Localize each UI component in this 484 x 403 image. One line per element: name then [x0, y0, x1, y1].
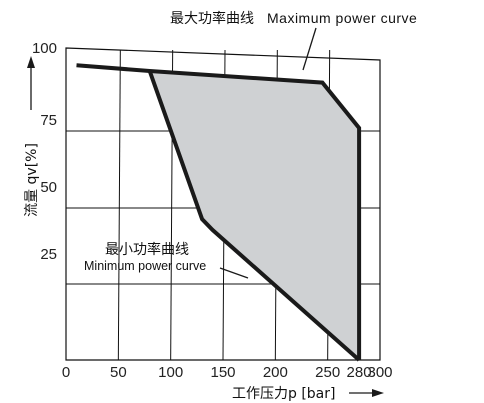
plot-frame: [65, 47, 381, 361]
y-tick-labels: 25 50 75 100: [32, 40, 57, 263]
x-tick-label: 0: [62, 364, 70, 381]
max-power-curve: [76, 63, 362, 360]
min-power-curve: [147, 70, 361, 362]
x-tick-label: 100: [158, 364, 183, 381]
x-axis-arrow-head: [372, 389, 384, 397]
y-axis-label: 流量 qv[%]: [24, 143, 40, 217]
operating-region: [149, 71, 360, 360]
y-axis-arrow-head: [27, 56, 35, 68]
x-tick-label: 150: [210, 364, 235, 381]
min-curve-label-cn: 最小功率曲线: [105, 241, 189, 258]
plot-border: [65, 47, 381, 361]
max-curve-label-cn: 最大功率曲线: [170, 10, 254, 27]
x-tick-label: 200: [263, 364, 288, 381]
y-tick-label: 50: [40, 179, 57, 196]
x-tick-label: 280: [347, 364, 372, 381]
grid-line-x: [117, 49, 121, 361]
max-curve-leader: [302, 27, 317, 71]
x-tick-label: 250: [315, 364, 340, 381]
y-tick-label: 75: [40, 112, 57, 129]
max-curve-label-en: Maximum power curve: [267, 10, 417, 26]
x-axis-label: 工作压力p [bar]: [232, 386, 335, 402]
y-tick-label: 25: [40, 246, 57, 263]
x-tick-label: 50: [110, 364, 127, 381]
min-curve-label-en: Minimum power curve: [84, 259, 206, 273]
min-curve-leader: [219, 267, 249, 279]
x-tick-label: 300: [367, 364, 392, 381]
y-tick-label: 100: [32, 40, 57, 57]
